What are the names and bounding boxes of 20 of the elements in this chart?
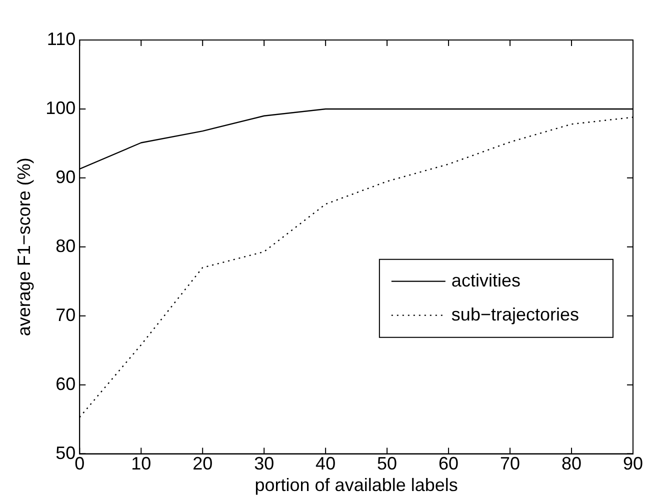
y-tick-label: 70	[56, 304, 76, 325]
y-axis-title: average F1−score (%)	[14, 158, 34, 336]
x-tick-label: 70	[500, 454, 520, 474]
y-tick-label: 80	[56, 236, 76, 256]
x-tick-label: 50	[377, 454, 398, 474]
y-tick-label: 60	[56, 374, 76, 394]
x-tick-label: 20	[192, 454, 213, 474]
legend-label: sub−trajectories	[451, 304, 580, 324]
x-tick-label: 0	[74, 454, 85, 474]
x-tick-label: 90	[622, 454, 644, 474]
y-tick-label: 110	[46, 28, 76, 49]
x-axis-title: portion of available labels	[254, 475, 458, 496]
y-tick-label: 90	[56, 166, 76, 187]
x-tick-label: 10	[131, 454, 152, 474]
legend-label: activities	[451, 270, 520, 290]
x-tick-label: 80	[562, 454, 582, 474]
x-tick-label: 40	[316, 454, 336, 474]
x-tick-label: 60	[438, 454, 459, 474]
y-tick-label: 100	[46, 98, 76, 118]
x-tick-label: 30	[254, 454, 274, 474]
